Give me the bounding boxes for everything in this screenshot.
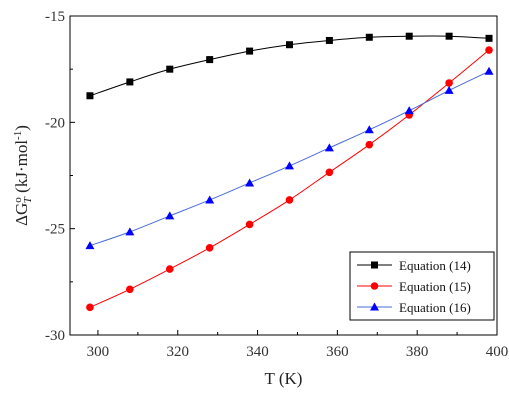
x-tick-label: 340 — [246, 344, 269, 360]
y-tick-label: -30 — [45, 328, 65, 344]
data-point-square — [285, 41, 293, 49]
y-tick-label: -15 — [45, 9, 65, 25]
data-point-square — [206, 56, 214, 64]
data-point-triangle — [370, 302, 379, 311]
x-tick-label: 380 — [406, 344, 429, 360]
data-point-square — [445, 32, 453, 40]
data-point-circle — [126, 285, 134, 294]
series-line-3 — [89, 70, 490, 247]
data-point-circle — [445, 79, 453, 87]
x-tick-label: 360 — [326, 344, 349, 360]
y-axis-title-sup: o — [12, 197, 24, 203]
data-point-triangle — [205, 195, 215, 204]
series-1 — [86, 32, 493, 100]
data-point-triangle — [404, 106, 414, 115]
data-point-triangle — [484, 66, 494, 75]
data-point-triangle — [324, 143, 334, 152]
data-point-square — [166, 65, 174, 73]
y-axis-title-unit-close: ) — [12, 125, 31, 131]
data-point-circle — [205, 244, 214, 252]
y-axis-title-unit-sup: -1 — [12, 131, 24, 140]
data-point-triangle — [165, 211, 175, 220]
data-point-square — [246, 47, 254, 55]
data-point-circle — [86, 303, 94, 312]
data-point-square — [86, 92, 94, 100]
y-axis-title-sub: T — [22, 196, 34, 203]
y-tick-label: -25 — [45, 222, 65, 238]
legend-label: Equation (14) — [399, 258, 471, 273]
data-point-triangle — [364, 125, 374, 134]
x-axis-title: T (K) — [265, 369, 303, 388]
legend: Equation (14) Equation (15) Equation (16) — [349, 251, 495, 321]
legend-label: Equation (15) — [399, 279, 471, 294]
data-point-circle — [370, 282, 379, 290]
x-tick-label: 400 — [486, 344, 509, 360]
data-point-circle — [165, 265, 174, 273]
data-point-square — [126, 78, 134, 86]
y-tick-label: -20 — [45, 115, 65, 131]
y-axis-title: ΔGoT (kJ·mol-1) — [12, 125, 34, 226]
data-point-circle — [325, 168, 334, 177]
x-tick-label: 300 — [87, 344, 110, 360]
data-point-triangle — [245, 178, 255, 187]
legend-label: Equation (16) — [399, 300, 471, 315]
data-point-square — [405, 32, 413, 40]
tick-labels: 300 320 340 360 380 400 -30 -25 -20 -15 — [45, 9, 508, 360]
data-point-circle — [365, 140, 374, 149]
data-point-square — [365, 33, 373, 41]
y-axis-title-base: ΔG — [12, 203, 31, 226]
data-point-triangle — [444, 85, 454, 94]
data-point-triangle — [85, 241, 95, 250]
data-point-square — [325, 36, 333, 44]
series-2 — [86, 46, 493, 312]
data-point-square — [371, 261, 378, 269]
data-point-triangle — [284, 161, 294, 170]
series-3 — [85, 66, 494, 250]
series-layer — [85, 32, 494, 312]
data-point-circle — [285, 196, 294, 204]
y-axis-title-unit: (kJ·mol — [12, 140, 31, 197]
axis-ticks — [70, 15, 498, 336]
data-point-circle — [245, 220, 254, 229]
data-point-triangle — [125, 227, 135, 236]
x-tick-label: 320 — [166, 344, 189, 360]
data-point-square — [485, 34, 493, 42]
data-point-circle — [485, 46, 493, 54]
